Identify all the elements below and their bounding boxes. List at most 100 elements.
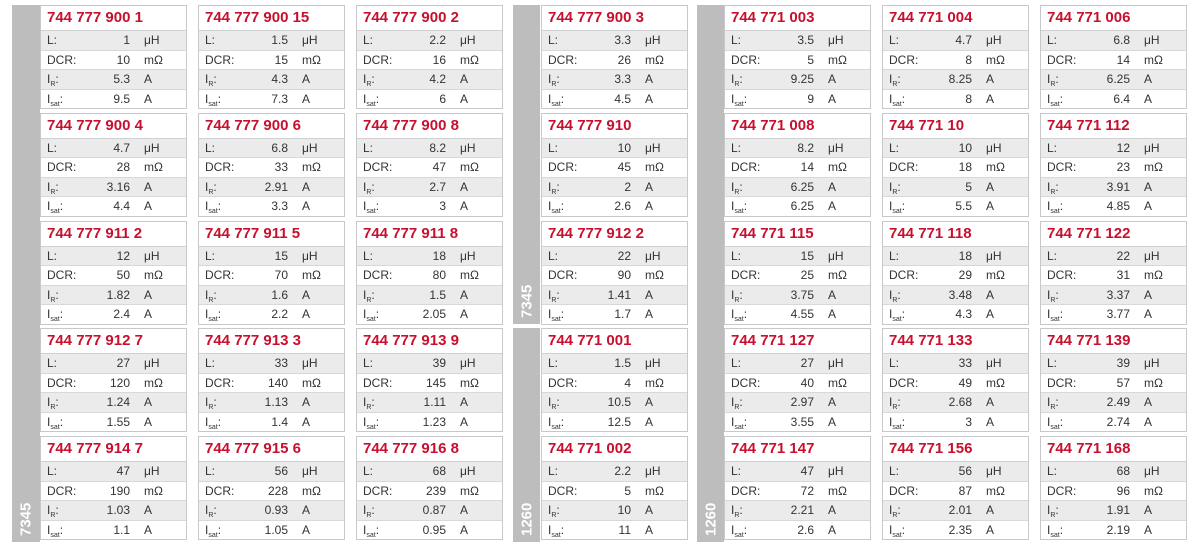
row-dcr: DCR: 40 mΩ [725, 374, 870, 394]
label-text: I [47, 287, 51, 302]
row-l: L: 47 μH [41, 462, 186, 482]
label-text: L: [731, 248, 742, 263]
label-text: I [731, 179, 735, 194]
param-unit: A [1144, 414, 1153, 429]
param-label: IR: [47, 286, 59, 310]
label-text: DCR: [1047, 268, 1077, 283]
label-subscript: sat [734, 100, 744, 108]
param-unit: A [1144, 91, 1153, 106]
inductor-card: 744 771 003 L: 3.5 μH DCR: 5 mΩ IR: 9.25 A Isat: 9 A [724, 5, 871, 109]
label-text: DCR: [363, 268, 393, 283]
row-ir: IR: 1.24 A [41, 393, 186, 413]
row-ir: IR: 5 A [883, 177, 1028, 198]
label-subscript: sat [208, 531, 218, 539]
label-subscript: sat [50, 531, 60, 539]
param-value: 2.4 [113, 307, 130, 322]
part-number: 744 771 008 [725, 114, 870, 139]
label-colon: : [560, 307, 565, 322]
label-colon: : [213, 72, 217, 86]
param-label: IR: [1047, 70, 1059, 94]
param-unit: mΩ [144, 268, 163, 283]
part-number: 744 777 900 4 [41, 114, 186, 139]
param-unit: μH [302, 33, 318, 47]
label-colon: : [743, 91, 748, 106]
param-value: 6.8 [271, 140, 288, 155]
label-text: I [889, 72, 893, 86]
param-label: L: [731, 462, 741, 481]
label-colon: : [59, 199, 64, 214]
part-number: 744 777 915 6 [199, 437, 344, 463]
param-unit: mΩ [144, 52, 163, 67]
label-text: I [1047, 91, 1051, 106]
row-isat: Isat: 3 A [883, 413, 1028, 433]
param-label: DCR: [47, 158, 76, 177]
param-value: 27 [116, 356, 130, 371]
param-value: 2.91 [264, 179, 288, 194]
row-isat: Isat: 9.5 A [41, 90, 186, 110]
param-value: 2.01 [948, 503, 972, 518]
param-value: 15 [274, 248, 288, 263]
label-text: L: [205, 248, 216, 263]
param-label: DCR: [889, 266, 918, 285]
row-dcr: DCR: 29 mΩ [883, 266, 1028, 286]
row-l: L: 68 μH [357, 462, 502, 482]
label-subscript: sat [50, 423, 60, 431]
label-text: L: [47, 33, 58, 47]
row-dcr: DCR: 4 mΩ [542, 374, 687, 394]
inductor-card: 744 771 139 L: 39 μH DCR: 57 mΩ IR: 2.49 A Isat: 2.… [1040, 328, 1187, 433]
param-unit: μH [1144, 464, 1160, 479]
param-label: Isat: [731, 413, 747, 437]
param-unit: A [645, 414, 654, 429]
row-isat: Isat: 7.3 A [199, 90, 344, 110]
param-value: 2.49 [1106, 395, 1130, 410]
param-unit: A [828, 395, 837, 410]
label-text: DCR: [47, 160, 77, 175]
param-label: Isat: [205, 305, 221, 329]
param-unit: mΩ [986, 160, 1005, 175]
param-value: 27 [800, 356, 814, 371]
param-value: 11 [618, 522, 631, 537]
part-number: 744 777 900 3 [542, 6, 687, 31]
part-number: 744 771 115 [725, 222, 870, 247]
param-unit: mΩ [1144, 52, 1163, 67]
label-text: DCR: [731, 52, 761, 67]
param-unit: A [828, 414, 837, 429]
label-colon: : [1059, 199, 1064, 214]
label-subscript: R [208, 296, 214, 304]
label-subscript: R [366, 296, 372, 304]
label-text: I [47, 307, 51, 322]
label-subscript: sat [734, 316, 744, 324]
row-l: L: 1.5 μH [542, 354, 687, 374]
label-text: DCR: [731, 268, 761, 283]
row-ir: IR: 3.91 A [1041, 177, 1186, 198]
param-value: 1.5 [429, 287, 446, 302]
label-subscript: sat [366, 100, 376, 108]
param-value: 2.05 [422, 307, 446, 322]
param-unit: A [460, 522, 469, 537]
label-subscript: R [366, 81, 372, 88]
param-unit: mΩ [645, 160, 664, 175]
part-number: 744 777 914 7 [41, 437, 186, 463]
label-text: I [205, 72, 209, 86]
param-value: 3.37 [1106, 287, 1130, 302]
param-unit: mΩ [986, 483, 1005, 498]
label-colon: : [217, 307, 222, 322]
param-unit: mΩ [1144, 160, 1163, 175]
param-value: 1.1 [113, 522, 130, 537]
param-value: 26 [617, 52, 631, 67]
param-value: 90 [617, 268, 631, 283]
row-isat: Isat: 2.2 A [199, 305, 344, 325]
label-subscript: R [551, 81, 557, 88]
param-label: DCR: [47, 374, 76, 393]
row-l: L: 27 μH [725, 354, 870, 374]
label-colon: : [560, 199, 565, 214]
label-colon: : [1059, 414, 1064, 429]
param-label: IR: [889, 178, 901, 202]
label-text: DCR: [548, 483, 578, 498]
param-label: IR: [731, 70, 743, 94]
param-label: DCR: [205, 374, 234, 393]
label-text: I [548, 287, 552, 302]
param-value: 1.13 [264, 395, 288, 410]
label-text: I [1047, 287, 1051, 302]
row-ir: IR: 1.5 A [357, 285, 502, 306]
